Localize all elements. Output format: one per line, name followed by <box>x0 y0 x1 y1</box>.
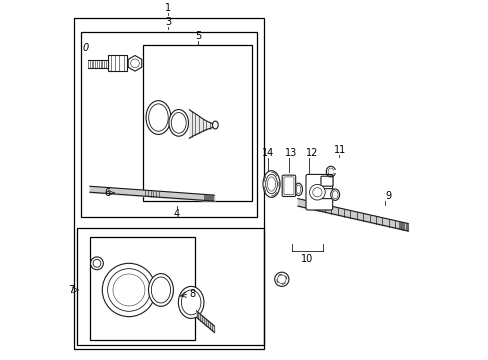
Circle shape <box>277 275 285 284</box>
Text: 14: 14 <box>262 148 274 158</box>
Text: 12: 12 <box>305 148 318 158</box>
Ellipse shape <box>296 185 300 194</box>
FancyBboxPatch shape <box>305 175 332 210</box>
Text: 8: 8 <box>189 288 195 298</box>
Circle shape <box>107 269 150 311</box>
Circle shape <box>130 59 139 68</box>
Ellipse shape <box>171 113 186 133</box>
Text: 6: 6 <box>104 188 110 198</box>
Bar <box>77 228 264 345</box>
Ellipse shape <box>168 109 188 136</box>
Ellipse shape <box>263 171 280 197</box>
Bar <box>81 32 256 217</box>
Circle shape <box>309 184 325 200</box>
Ellipse shape <box>151 277 170 303</box>
Ellipse shape <box>294 183 302 195</box>
FancyBboxPatch shape <box>320 189 332 199</box>
Circle shape <box>90 257 103 270</box>
Text: 13: 13 <box>285 148 297 158</box>
Text: 9: 9 <box>385 191 391 201</box>
Ellipse shape <box>265 174 277 194</box>
Ellipse shape <box>148 104 168 131</box>
Circle shape <box>312 188 322 197</box>
Bar <box>90 237 194 340</box>
Ellipse shape <box>181 290 201 315</box>
Text: 11: 11 <box>334 145 346 155</box>
Bar <box>74 18 264 348</box>
Circle shape <box>113 274 144 306</box>
Text: 4: 4 <box>174 208 180 219</box>
Bar <box>107 55 127 71</box>
Text: 1: 1 <box>164 3 171 13</box>
Ellipse shape <box>146 101 170 134</box>
Bar <box>143 45 251 201</box>
Ellipse shape <box>332 191 337 199</box>
FancyBboxPatch shape <box>282 175 295 197</box>
Ellipse shape <box>267 177 275 191</box>
Text: 10: 10 <box>300 255 312 265</box>
Text: 3: 3 <box>164 17 171 27</box>
FancyBboxPatch shape <box>284 177 293 195</box>
Ellipse shape <box>212 121 218 129</box>
Circle shape <box>93 260 101 267</box>
Ellipse shape <box>330 189 339 201</box>
Ellipse shape <box>148 274 173 306</box>
Ellipse shape <box>178 287 203 318</box>
Circle shape <box>274 272 288 287</box>
FancyBboxPatch shape <box>320 176 332 186</box>
Circle shape <box>102 263 155 317</box>
Text: 7: 7 <box>68 285 74 295</box>
Text: 0: 0 <box>82 43 88 53</box>
Text: 5: 5 <box>195 31 201 41</box>
